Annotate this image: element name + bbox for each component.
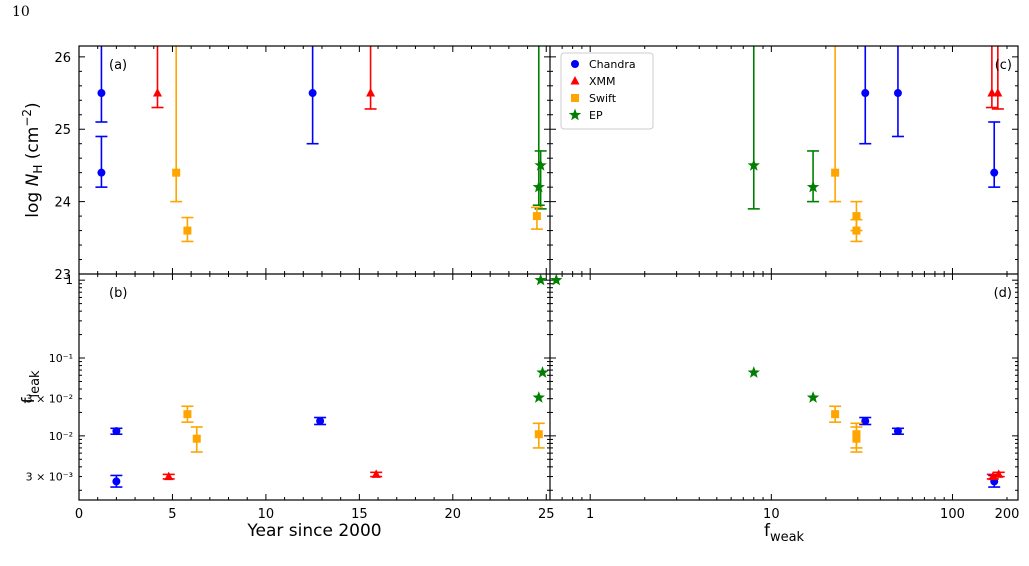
- fleak-axis-label: fleak: [19, 370, 43, 404]
- nh-axis-label: log NH (cm−2): [20, 102, 45, 217]
- fweak-tick-label: 200: [995, 507, 1020, 522]
- nh-tick-label: 25: [54, 123, 71, 138]
- legend-label: EP: [589, 109, 603, 122]
- data-point-chandra: [893, 89, 902, 98]
- data-point-ep: [747, 158, 760, 171]
- data-point-ep: [806, 391, 820, 403]
- data-point-chandra: [112, 477, 121, 486]
- panel-label: (a): [109, 58, 127, 73]
- data-point-chandra: [316, 417, 325, 426]
- data-point-swift: [183, 410, 192, 419]
- data-point-xmm: [994, 469, 1004, 478]
- year-tick-label: 10: [258, 507, 275, 522]
- data-point-chandra: [97, 89, 106, 98]
- panel-label: (c): [995, 58, 1012, 73]
- data-point-swift: [534, 430, 543, 439]
- nh-tick-label: 26: [54, 51, 71, 66]
- fweak-tick-label: 10: [763, 507, 780, 522]
- data-point-swift: [852, 434, 861, 443]
- data-point-swift: [831, 168, 840, 177]
- data-point-swift: [831, 410, 840, 419]
- fleak-tick-label: 1: [65, 273, 73, 287]
- nh-tick-label: 24: [54, 196, 71, 211]
- data-layer: [95, 46, 1005, 488]
- data-point-swift: [192, 434, 201, 443]
- panel-label: (d): [994, 286, 1012, 301]
- legend-label: Chandra: [589, 58, 636, 71]
- data-point-ep: [532, 212, 541, 221]
- data-point-chandra: [893, 427, 902, 436]
- frame-layer: [78, 45, 1019, 501]
- panel-label: (b): [109, 286, 127, 301]
- data-point-swift: [183, 226, 192, 235]
- data-point-ep: [806, 180, 820, 193]
- legend-marker-swift: [571, 94, 579, 102]
- data-point-xmm: [366, 88, 376, 97]
- data-point-xmm: [987, 88, 997, 97]
- fleak-tick-label: 10⁻¹: [49, 352, 73, 365]
- data-point-xmm: [164, 471, 174, 481]
- fweak-tick-label: 100: [940, 507, 965, 522]
- year-tick-label: 20: [445, 507, 462, 522]
- fleak-tick-label: 3 × 10⁻³: [26, 471, 73, 484]
- year-tick-label: 0: [75, 507, 83, 522]
- year-axis-label: Year since 2000: [246, 521, 381, 541]
- legend: Chandra XMM Swift EP: [560, 52, 654, 130]
- nh-tick-label: 23: [54, 268, 71, 283]
- fweak-tick-label: 1: [586, 507, 594, 522]
- panel-data-3: [550, 274, 1005, 488]
- data-point-swift: [172, 168, 181, 177]
- data-point-ep: [534, 158, 547, 171]
- fweak-axis-label: fweak: [764, 521, 805, 545]
- data-point-chandra: [861, 89, 870, 98]
- data-point-xmm: [371, 469, 381, 478]
- fleak-tick-label: 3 × 10⁻²: [26, 393, 73, 406]
- data-point-swift: [852, 226, 861, 235]
- data-point-ep: [536, 366, 549, 378]
- tick-layer: [78, 46, 1018, 500]
- data-point-ep: [534, 274, 547, 286]
- data-point-swift: [852, 212, 861, 221]
- legend-box: [560, 52, 654, 130]
- year-tick-label: 25: [538, 507, 555, 522]
- data-point-ep: [532, 391, 545, 403]
- page-number: 10: [12, 4, 30, 20]
- data-point-chandra: [112, 427, 121, 436]
- legend-marker-xmm: [570, 76, 580, 85]
- legend-marker-chandra: [571, 60, 579, 68]
- legend-label: Swift: [589, 92, 617, 105]
- data-point-chandra: [308, 89, 317, 98]
- legend-label: XMM: [589, 75, 616, 88]
- data-point-chandra: [861, 417, 870, 426]
- panel-data-2: [747, 46, 1004, 243]
- legend-marker-ep: [568, 108, 582, 121]
- year-tick-label: 5: [168, 507, 176, 522]
- data-point-chandra: [97, 168, 106, 177]
- data-point-xmm: [993, 88, 1003, 97]
- data-point-ep: [532, 180, 545, 193]
- plot-frame: [78, 45, 1019, 501]
- panel-data-0: [95, 46, 547, 243]
- data-point-ep: [747, 366, 760, 378]
- panel-data-1: [110, 274, 549, 488]
- data-point-chandra: [990, 168, 999, 177]
- data-point-xmm: [153, 88, 162, 97]
- year-tick-label: 15: [351, 507, 368, 522]
- data-point-ep: [550, 274, 563, 286]
- fleak-tick-label: 10⁻²: [49, 430, 73, 443]
